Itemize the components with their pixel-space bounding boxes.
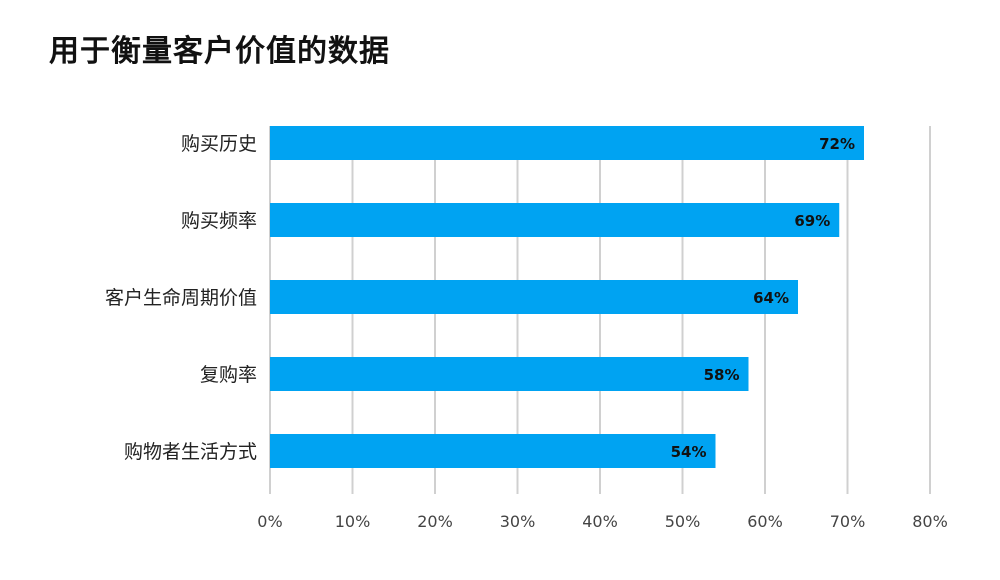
data-label: 54% bbox=[671, 443, 707, 461]
x-tick-label: 70% bbox=[830, 512, 866, 531]
data-label: 72% bbox=[819, 135, 855, 153]
bar bbox=[270, 434, 716, 468]
x-tick-label: 30% bbox=[500, 512, 536, 531]
x-tick-label: 10% bbox=[335, 512, 371, 531]
data-label: 58% bbox=[704, 366, 740, 384]
category-label: 购买历史 bbox=[181, 133, 257, 155]
category-label: 客户生命周期价值 bbox=[105, 287, 257, 309]
x-tick-label: 60% bbox=[747, 512, 783, 531]
data-label: 69% bbox=[794, 212, 830, 230]
bar bbox=[270, 203, 840, 237]
category-label: 购买频率 bbox=[181, 210, 257, 232]
data-labels: 72% 69% 64% 58% 54% bbox=[671, 135, 855, 461]
bars bbox=[270, 126, 864, 468]
data-label: 64% bbox=[753, 289, 789, 307]
x-tick-label: 40% bbox=[582, 512, 618, 531]
bar bbox=[270, 357, 749, 391]
x-tick-label: 0% bbox=[257, 512, 282, 531]
category-label: 购物者生活方式 bbox=[124, 441, 257, 463]
chart-title: 用于衡量客户价值的数据 bbox=[49, 34, 390, 69]
x-tick-label: 80% bbox=[912, 512, 948, 531]
bar bbox=[270, 126, 864, 160]
x-tick-label: 50% bbox=[665, 512, 701, 531]
category-label: 复购率 bbox=[200, 364, 257, 386]
x-tick-label: 20% bbox=[417, 512, 453, 531]
x-axis-tick-labels: 0% 10% 20% 30% 40% 50% 60% 70% 80% bbox=[257, 512, 947, 531]
bar bbox=[270, 280, 798, 314]
